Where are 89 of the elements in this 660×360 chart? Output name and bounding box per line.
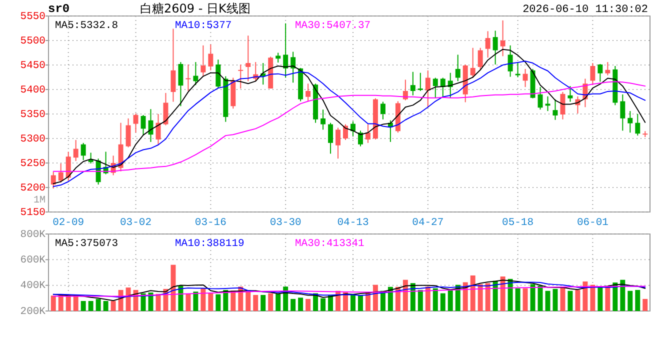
candlestick — [402, 79, 408, 101]
candlestick — [118, 122, 124, 172]
candlestick — [58, 162, 64, 184]
candlestick — [290, 51, 296, 84]
candlestick — [568, 86, 573, 102]
x-tick-label: 04-27 — [412, 216, 444, 229]
candlestick — [485, 30, 490, 58]
candlestick — [598, 64, 603, 82]
candlestick — [522, 68, 528, 88]
candlestick — [500, 20, 506, 57]
candlestick — [193, 62, 198, 86]
chart-title: 白糖2609 - 日K线图 — [140, 1, 250, 16]
candlestick — [552, 98, 558, 120]
x-tick-label: 03-16 — [194, 216, 226, 229]
candlestick — [73, 139, 78, 162]
x-tick-label: 03-02 — [120, 216, 152, 229]
candlestick — [178, 62, 184, 107]
candlestick — [328, 122, 334, 154]
text: 2026-06-10 11:30:02 — [522, 4, 648, 16]
candlestick — [186, 64, 191, 92]
y-tick-label: 5200 — [20, 182, 46, 194]
candlestick — [80, 142, 86, 161]
text: MA30:5407.37 — [295, 20, 371, 32]
candlestick — [358, 130, 363, 147]
candlestick — [343, 124, 348, 140]
text: MA10:5377 — [175, 20, 232, 32]
y-tick-label: 5450 — [20, 60, 46, 72]
chart-subtitle: sr0 — [48, 2, 70, 16]
candlestick — [216, 59, 221, 90]
candlestick — [133, 113, 138, 134]
candlestick — [425, 70, 430, 108]
x-tick-label: 02-09 — [52, 216, 84, 229]
line-series — [52, 282, 646, 298]
candlestick — [418, 72, 423, 92]
candlestick — [492, 30, 498, 66]
candlestick — [432, 77, 438, 98]
candlestick — [246, 35, 251, 82]
candlestick — [336, 127, 341, 160]
x-tick-label: 05-18 — [502, 216, 534, 229]
y-tick-label: 400K — [20, 280, 46, 292]
x-tick-label: 06-01 — [576, 216, 608, 229]
candlestick — [545, 96, 550, 112]
candlestick — [440, 77, 446, 98]
y-tick-label: 5350 — [20, 108, 46, 121]
candlestick — [628, 110, 633, 134]
candlestick — [470, 47, 476, 78]
y-tick-label: 5400 — [20, 84, 46, 96]
candlestick — [238, 64, 244, 90]
candlestick — [200, 44, 206, 77]
y-tick-label: 600K — [20, 254, 46, 266]
candlestick — [590, 62, 596, 86]
candlestick — [380, 101, 386, 120]
candlestick — [455, 54, 460, 82]
candlestick — [478, 47, 483, 70]
candlestick — [410, 71, 416, 96]
y-tick-label: 800K — [20, 228, 46, 241]
candlestick — [276, 52, 281, 64]
text: MA5:375073 — [55, 238, 118, 250]
candlestick — [208, 44, 214, 71]
text: 1M — [33, 196, 46, 207]
candlestick — [126, 118, 131, 148]
candlestick — [365, 124, 370, 144]
candlestick — [538, 86, 543, 110]
y-tick-label: 200K — [20, 306, 46, 318]
text: MA30:413341 — [295, 238, 364, 250]
candlestick — [560, 91, 566, 120]
y-tick-label: 5500 — [20, 35, 46, 48]
candlestick — [170, 28, 176, 102]
y-tick-label: 5250 — [20, 158, 46, 170]
candlestick — [508, 44, 513, 78]
candlestick — [320, 109, 326, 130]
y-tick-label: 5300 — [20, 133, 46, 146]
candlestick — [515, 62, 520, 78]
candlestick — [163, 92, 168, 126]
text: MA5:5332.8 — [55, 20, 118, 32]
line-series — [52, 286, 646, 297]
candlestick — [635, 114, 640, 136]
x-tick-label: 04-13 — [337, 216, 369, 229]
candlestick — [156, 114, 161, 145]
candlestick — [605, 62, 610, 76]
y-tick-label: 5150 — [20, 206, 46, 219]
candlestick — [620, 94, 626, 132]
candlestick — [306, 83, 311, 102]
candlestick — [283, 22, 288, 78]
candlestick — [66, 151, 71, 182]
candlestick — [50, 171, 56, 189]
text: MA10:388119 — [175, 238, 244, 250]
y-tick-label: 5550 — [20, 10, 46, 23]
x-tick-label: 03-30 — [270, 216, 302, 229]
